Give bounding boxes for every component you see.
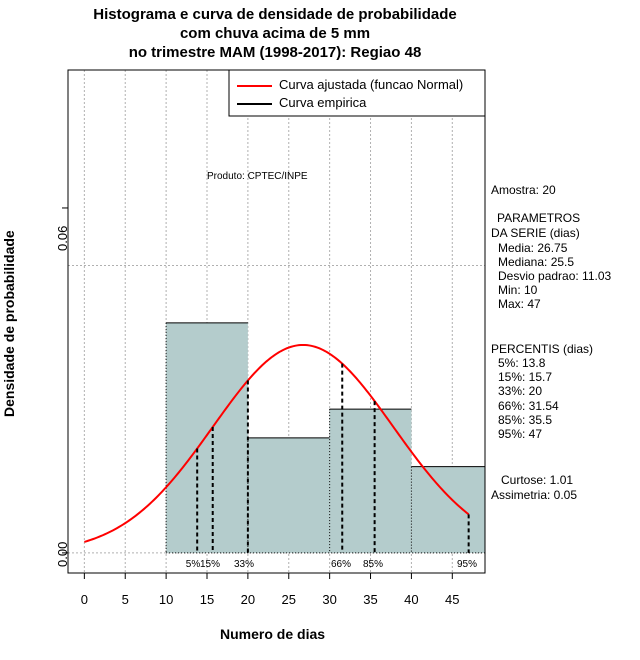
percentil-85: 85%: 35.5 bbox=[498, 413, 553, 427]
percentile-lines bbox=[196, 363, 470, 553]
param-media: Media: 26.75 bbox=[498, 241, 568, 255]
histogram-bar-1 bbox=[247, 437, 330, 553]
param-desvio: Desvio padrao: 11.03 bbox=[498, 269, 612, 283]
percentile-label-0: 5% bbox=[185, 559, 201, 570]
x-tick-label-15: 15 bbox=[199, 592, 215, 607]
percentis-heading: PERCENTIS (dias) bbox=[491, 342, 594, 356]
assimetria: Assimetria: 0.05 bbox=[491, 488, 578, 502]
x-tick-label-35: 35 bbox=[363, 592, 378, 607]
param-mediana: Mediana: 25.5 bbox=[498, 255, 575, 269]
percentil-95: 95%: 47 bbox=[498, 427, 543, 441]
percentile-label-4: 85% bbox=[362, 559, 384, 570]
sample-size: Amostra: 20 bbox=[491, 183, 556, 197]
legend-box bbox=[228, 69, 486, 117]
histogram-bars bbox=[165, 322, 485, 554]
y-axis-label: Densidade de probabilidade bbox=[1, 230, 17, 417]
y-tick-label-0-00: 0.00 bbox=[55, 541, 70, 567]
percentile-label-5: 95% bbox=[456, 559, 478, 570]
percentil-33: 33%: 20 bbox=[498, 384, 543, 398]
x-axis-label: Numero de dias bbox=[220, 626, 326, 642]
legend-label-normal: Curva ajustada (funcao Normal) bbox=[279, 77, 464, 92]
params-heading-1: PARAMETROS bbox=[497, 211, 581, 225]
normal-curve-group bbox=[84, 343, 470, 543]
histogram-bar-2 bbox=[329, 409, 412, 553]
x-tick-label-25: 25 bbox=[281, 592, 296, 607]
percentile-label-3: 66% bbox=[330, 559, 352, 570]
product-annotation: Produto: CPTEC/INPE bbox=[207, 171, 308, 182]
percentile-label-2: 33% bbox=[233, 559, 255, 570]
percentil-66: 66%: 31.54 bbox=[498, 399, 559, 413]
histogram-bar-3 bbox=[411, 466, 485, 553]
params-heading-2: DA SERIE (dias) bbox=[491, 226, 580, 240]
y-tick-label-0-06: 0.06 bbox=[55, 225, 70, 251]
x-tick-label-20: 20 bbox=[240, 592, 256, 607]
legend-label-empirical: Curva empirica bbox=[279, 95, 367, 110]
x-tick-label-0: 0 bbox=[80, 592, 88, 607]
legend-frame bbox=[228, 69, 486, 117]
percentile-label-1: 15% bbox=[199, 559, 221, 570]
chart-title-line-3: no trimestre MAM (1998-2017): Regiao 48 bbox=[128, 44, 422, 61]
chart-title-line-2: com chuva acima de 5 mm bbox=[179, 25, 371, 42]
curtose: Curtose: 1.01 bbox=[501, 473, 574, 487]
param-min: Min: 10 bbox=[498, 283, 538, 297]
x-tick-label-40: 40 bbox=[404, 592, 419, 607]
x-tick-label-10: 10 bbox=[158, 592, 174, 607]
x-tick-label-30: 30 bbox=[322, 592, 337, 607]
x-tick-label-45: 45 bbox=[445, 592, 460, 607]
chart-title-line-1: Histograma e curva de densidade de proba… bbox=[93, 6, 457, 23]
param-max: Max: 47 bbox=[498, 297, 541, 311]
x-tick-label-5: 5 bbox=[121, 592, 129, 607]
percentil-5: 5%: 13.8 bbox=[498, 356, 546, 370]
percentil-15: 15%: 15.7 bbox=[498, 370, 553, 384]
histogram-bar-0 bbox=[166, 322, 248, 553]
normal-curve bbox=[84, 343, 470, 543]
